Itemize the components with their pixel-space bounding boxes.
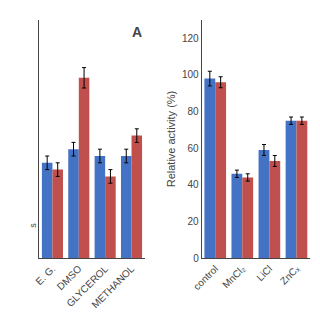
svg-text:120: 120: [182, 33, 199, 44]
svg-text:METHANOL: METHANOL: [89, 263, 136, 310]
svg-text:A: A: [132, 24, 142, 40]
svg-text:Relative activity (%): Relative activity (%): [165, 91, 177, 188]
svg-text:control: control: [191, 263, 220, 292]
svg-text:100: 100: [182, 69, 199, 80]
svg-text:MnCl₂: MnCl₂: [220, 263, 247, 290]
svg-text:E. G.: E. G.: [33, 263, 57, 287]
svg-text:DMSO: DMSO: [55, 263, 84, 292]
svg-text:20: 20: [188, 216, 200, 227]
svg-text:ZnCₓ: ZnCₓ: [278, 263, 302, 287]
svg-text:80: 80: [188, 106, 200, 117]
svg-text:60: 60: [188, 143, 200, 154]
svg-text:40: 40: [188, 179, 200, 190]
svg-text:0: 0: [193, 253, 199, 264]
svg-text:LiCl: LiCl: [254, 263, 274, 283]
svg-text:s: s: [28, 223, 38, 228]
svg-text:GLYCEROL: GLYCEROL: [64, 263, 110, 309]
